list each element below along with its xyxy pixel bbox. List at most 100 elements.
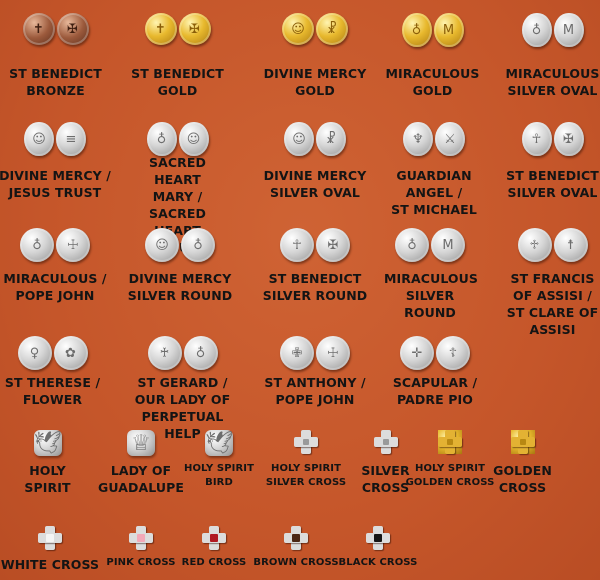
- cross-icon: [38, 526, 62, 550]
- product-miraculous-pope-john[interactable]: ♁ ☩ MIRACULOUS / POPE JOHN: [3, 228, 106, 303]
- product-miraculous-silver-round[interactable]: ♁ M MIRACULOUS SILVER ROUND: [384, 228, 478, 320]
- product-images: ☺ ☧: [265, 122, 365, 156]
- monogram-medal-icon: M: [431, 228, 465, 262]
- benedict-medal-icon: ✠: [178, 13, 211, 45]
- product-images: [255, 526, 337, 550]
- product-label: GOLDEN CROSS: [493, 463, 552, 495]
- product-images: ♀ ✿: [5, 336, 100, 370]
- benedict-medal-icon: ✠: [316, 228, 350, 262]
- product-label: MIRACULOUS / POPE JOHN: [3, 271, 107, 303]
- product-sacred-heart-mary[interactable]: ♁☺SACRED HEART MARY / SACRED HEART JESUS: [130, 122, 225, 255]
- product-divine-mercy-jesus-trust[interactable]: ☺ ≡ DIVINE MERCY / JESUS TRUST: [0, 122, 111, 200]
- product-images: ✝ ✠: [130, 13, 225, 45]
- pio-medal-icon: ☦: [436, 336, 470, 370]
- product-guardian-angel[interactable]: ♆ ⚔ GUARDIAN ANGEL / ST MICHAEL: [380, 122, 488, 217]
- saint-medal-icon: ☥: [280, 228, 314, 262]
- mary-medal-icon: ♁: [181, 228, 215, 262]
- product-images: ♰ ♁: [130, 336, 235, 370]
- product-label: HOLY SPIRIT GOLDEN CROSS: [405, 463, 495, 488]
- product-images: ♱ ☨: [505, 228, 600, 262]
- product-divine-mercy-silver-oval[interactable]: ☺ ☧ DIVINE MERCY SILVER OVAL: [264, 122, 366, 200]
- product-images: ✝ ✠: [8, 13, 103, 45]
- product-label: ST BENEDICT SILVER ROUND: [262, 271, 368, 303]
- product-golden-cross[interactable]: GOLDEN CROSS: [490, 430, 555, 495]
- product-brown-cross[interactable]: BROWN CROSS: [253, 526, 339, 568]
- product-images: [358, 430, 413, 454]
- benedict-medal-icon: ✠: [56, 13, 89, 45]
- product-holy-spirit-silver-cross[interactable]: HOLY SPIRIT SILVER CROSS: [265, 430, 347, 488]
- text-medal-icon: ≡: [56, 122, 86, 156]
- product-silver-cross[interactable]: SILVER CROSS: [358, 430, 413, 495]
- product-images: ☥ ✠: [265, 228, 365, 262]
- product-label: RED CROSS: [181, 557, 247, 568]
- product-st-benedict-silver-oval[interactable]: ☥ ✠ ST BENEDICT SILVER OVAL: [505, 122, 600, 200]
- product-label: ST FRANCIS OF ASSISI / ST CLARE OF ASSIS…: [506, 271, 599, 337]
- product-st-benedict-gold[interactable]: ✝ ✠ ST BENEDICT GOLD: [130, 13, 225, 98]
- product-divine-mercy-gold[interactable]: ☺ ☧ DIVINE MERCY GOLD: [264, 13, 366, 98]
- product-st-therese-flower[interactable]: ♀ ✿ ST THERESE / FLOWER: [5, 336, 100, 407]
- product-st-benedict-silver-round[interactable]: ☥ ✠ ST BENEDICT SILVER ROUND: [263, 228, 367, 303]
- product-label: DIVINE MERCY SILVER OVAL: [263, 168, 367, 200]
- product-st-gerard[interactable]: ♰ ♁ ST GERARD / OUR LADY OF PERPETUAL HELP: [130, 336, 235, 441]
- monogram-medal-icon: M: [553, 13, 584, 47]
- flower-medal-icon: ✿: [53, 336, 88, 370]
- pope-medal-icon: ☩: [316, 336, 350, 370]
- jesus-medal-icon: ☺: [284, 122, 314, 156]
- product-label: ST BENEDICT BRONZE: [9, 66, 102, 98]
- product-images: ☺ ☧: [265, 13, 365, 45]
- product-label: MIRACULOUS GOLD: [385, 66, 480, 98]
- product-label: ST ANTHONY / POPE JOHN: [264, 375, 366, 407]
- product-lady-of-guadalupe[interactable]: ♕ LADY OF GUADALUPE: [98, 430, 184, 495]
- product-label: SILVER CROSS: [361, 463, 410, 495]
- product-black-cross[interactable]: BLACK CROSS: [338, 526, 418, 568]
- pope-medal-icon: ☩: [56, 228, 90, 262]
- product-images: ♆ ⚔: [380, 122, 488, 156]
- mercy-medal-icon: ☧: [316, 13, 348, 45]
- product-label: LADY OF GUADALUPE: [97, 463, 185, 495]
- product-images: [0, 526, 100, 550]
- product-miraculous-silver-oval[interactable]: ♁ M MIRACULOUS SILVER OVAL: [505, 13, 600, 98]
- therese-medal-icon: ♀: [17, 336, 52, 370]
- product-images: [410, 430, 490, 454]
- product-images: ☺ ≡: [5, 122, 105, 156]
- product-pink-cross[interactable]: PINK CROSS: [105, 526, 177, 568]
- product-scapular-padre-pio[interactable]: ✛ ☦ SCAPULAR / PADRE PIO: [390, 336, 480, 407]
- clare-medal-icon: ☨: [553, 228, 588, 262]
- francis-medal-icon: ♱: [517, 228, 552, 262]
- product-images: ✙ ☩: [265, 336, 365, 370]
- product-label: HOLY SPIRIT: [24, 463, 71, 495]
- product-images: ♁ M: [390, 228, 470, 262]
- product-images: ☥ ✠: [505, 122, 600, 156]
- jesus-medal-icon: ☺: [282, 13, 314, 45]
- dove-icon: 🕊: [205, 430, 233, 456]
- anthony-medal-icon: ✙: [280, 336, 314, 370]
- angel-medal-icon: ♆: [403, 122, 433, 156]
- product-red-cross[interactable]: RED CROSS: [180, 526, 248, 568]
- product-holy-spirit[interactable]: 🕊 HOLY SPIRIT: [20, 430, 75, 495]
- product-label: GUARDIAN ANGEL / ST MICHAEL: [391, 168, 477, 217]
- product-st-francis[interactable]: ♱ ☨ ST FRANCIS OF ASSISI / ST CLARE OF ASS…: [505, 228, 600, 337]
- cross-medal-icon: ✝: [144, 13, 177, 45]
- saint-medal-icon: ☥: [521, 122, 552, 156]
- product-label: HOLY SPIRIT SILVER CROSS: [265, 463, 347, 488]
- product-images: 🕊: [20, 430, 75, 456]
- product-label: ST GERARD / OUR LADY OF PERPETUAL HELP: [134, 375, 231, 441]
- cross-icon: [129, 526, 153, 550]
- product-divine-mercy-silver-round[interactable]: ☺ ♁ DIVINE MERCY SILVER ROUND: [128, 228, 232, 303]
- product-miraculous-gold[interactable]: ♁ M MIRACULOUS GOLD: [385, 13, 480, 98]
- product-label: HOLY SPIRIT BIRD: [183, 463, 254, 488]
- product-white-cross[interactable]: WHITE CROSS: [0, 526, 100, 572]
- product-label: ST THERESE / FLOWER: [4, 375, 101, 407]
- product-holy-spirit-bird[interactable]: 🕊 HOLY SPIRIT BIRD: [180, 430, 258, 488]
- product-holy-spirit-golden-cross[interactable]: HOLY SPIRIT GOLDEN CROSS: [406, 430, 494, 488]
- product-label: ST BENEDICT SILVER OVAL: [506, 168, 599, 200]
- product-st-benedict-bronze[interactable]: ✝ ✠ ST BENEDICT BRONZE: [8, 13, 103, 98]
- product-images: ☺ ♁: [130, 228, 230, 262]
- product-st-anthony-pope-john[interactable]: ✙ ☩ ST ANTHONY / POPE JOHN: [264, 336, 366, 407]
- product-images: ♁ ☺: [130, 122, 225, 156]
- cross-medal-icon: ✝: [22, 13, 55, 45]
- product-label: SCAPULAR / PADRE PIO: [392, 375, 478, 407]
- product-images: [105, 526, 177, 550]
- product-images: [490, 430, 555, 454]
